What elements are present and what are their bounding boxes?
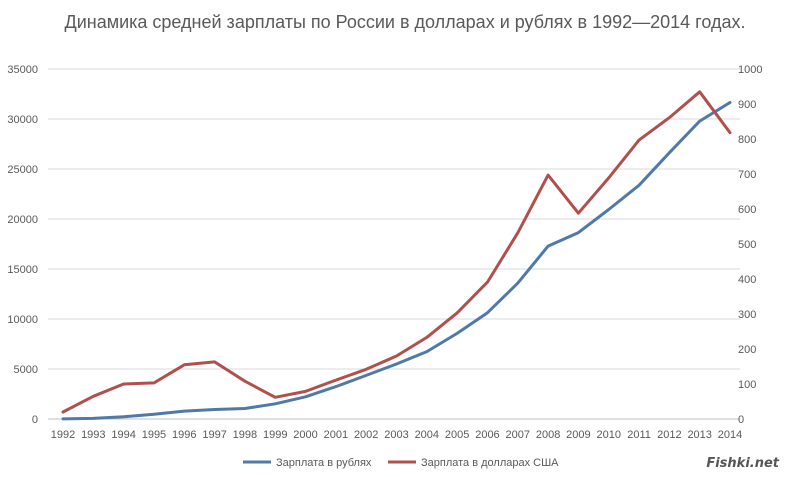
gridlines [48, 68, 740, 420]
x-tick-label: 2004 [415, 429, 439, 441]
series-lines [61, 90, 732, 421]
x-tick-label: 2007 [506, 429, 530, 441]
x-tick-label: 1992 [51, 429, 75, 441]
right-tick-label: 300 [738, 309, 756, 321]
x-tick-label: 2002 [354, 429, 378, 441]
x-tick-label: 2011 [627, 429, 651, 441]
x-tick-label: 1994 [111, 429, 135, 441]
right-tick-label: 700 [738, 169, 756, 181]
left-tick-label: 35000 [7, 64, 38, 76]
x-tick-label: 1996 [172, 429, 196, 441]
right-tick-label: 100 [738, 379, 756, 391]
chart-title: Динамика средней зарплаты по России в до… [64, 12, 746, 32]
right-tick-label: 900 [738, 99, 756, 111]
left-tick-label: 25000 [7, 164, 38, 176]
x-tick-label: 1998 [233, 429, 257, 441]
x-tick-label: 2008 [536, 429, 560, 441]
x-tick-label: 2000 [293, 429, 317, 441]
right-tick-label: 1000 [738, 64, 762, 76]
left-tick-label: 5000 [14, 364, 38, 376]
x-tick-label: 1999 [263, 429, 287, 441]
x-tick-label: 2009 [566, 429, 590, 441]
x-axis-ticks: 1992 1993 1994 1995 1996 1997 1998 1999 2000 2001… [51, 429, 742, 441]
x-tick-label: 2001 [324, 429, 348, 441]
x-tick-label: 2013 [687, 429, 711, 441]
right-axis-ticks: 0 100 200 300 400 500 600 700 800 900 1000 [738, 64, 762, 426]
right-tick-label: 400 [738, 274, 756, 286]
legend-label: Зарплата в рублях [276, 457, 372, 469]
x-tick-label: 1997 [202, 429, 226, 441]
watermark: Fishki.net [706, 456, 779, 471]
legend-label: Зарплата в долларах США [421, 457, 559, 469]
series-line-2 [61, 90, 732, 414]
left-tick-label: 0 [32, 414, 38, 426]
left-tick-label: 20000 [7, 214, 38, 226]
right-tick-label: 800 [738, 134, 756, 146]
left-tick-label: 10000 [7, 314, 38, 326]
legend: Зарплата в рублях Зарплата в долларах США [243, 457, 559, 469]
x-tick-label: 2012 [657, 429, 681, 441]
right-tick-label: 200 [738, 344, 756, 356]
left-axis-ticks: 0 5000 10000 15000 20000 25000 30000 35000 [7, 64, 38, 426]
x-tick-label: 2010 [596, 429, 620, 441]
x-tick-label: 1995 [142, 429, 166, 441]
series-line-1 [61, 101, 732, 421]
x-tick-label: 1993 [81, 429, 105, 441]
x-tick-label: 2006 [475, 429, 499, 441]
left-tick-label: 30000 [7, 114, 38, 126]
x-tick-label: 2005 [445, 429, 469, 441]
right-tick-label: 0 [738, 414, 744, 426]
right-tick-label: 500 [738, 239, 756, 251]
left-tick-label: 15000 [7, 264, 38, 276]
x-tick-label: 2003 [384, 429, 408, 441]
right-tick-label: 600 [738, 204, 756, 216]
x-tick-label: 2014 [718, 429, 742, 441]
